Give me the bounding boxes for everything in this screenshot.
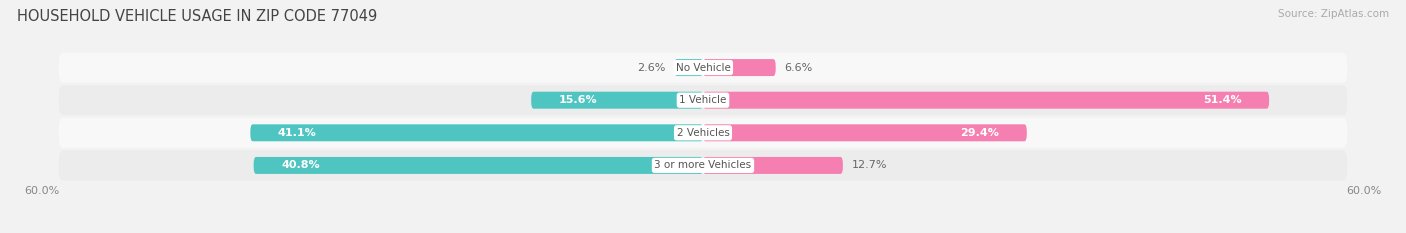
Text: 2 Vehicles: 2 Vehicles: [676, 128, 730, 138]
Text: 6.6%: 6.6%: [785, 63, 813, 72]
Text: 51.4%: 51.4%: [1204, 95, 1241, 105]
FancyBboxPatch shape: [59, 53, 1347, 82]
FancyBboxPatch shape: [675, 59, 703, 76]
Text: 1 Vehicle: 1 Vehicle: [679, 95, 727, 105]
FancyBboxPatch shape: [59, 118, 1347, 148]
Text: Source: ZipAtlas.com: Source: ZipAtlas.com: [1278, 9, 1389, 19]
FancyBboxPatch shape: [250, 124, 703, 141]
FancyBboxPatch shape: [253, 157, 703, 174]
FancyBboxPatch shape: [703, 157, 842, 174]
FancyBboxPatch shape: [703, 124, 1026, 141]
Text: 40.8%: 40.8%: [281, 161, 319, 170]
FancyBboxPatch shape: [703, 92, 1270, 109]
Text: No Vehicle: No Vehicle: [675, 63, 731, 72]
FancyBboxPatch shape: [531, 92, 703, 109]
Text: 2.6%: 2.6%: [637, 63, 665, 72]
FancyBboxPatch shape: [59, 151, 1347, 180]
Text: 12.7%: 12.7%: [852, 161, 887, 170]
Text: 3 or more Vehicles: 3 or more Vehicles: [654, 161, 752, 170]
Text: 15.6%: 15.6%: [558, 95, 598, 105]
FancyBboxPatch shape: [59, 85, 1347, 115]
FancyBboxPatch shape: [703, 59, 776, 76]
Text: HOUSEHOLD VEHICLE USAGE IN ZIP CODE 77049: HOUSEHOLD VEHICLE USAGE IN ZIP CODE 7704…: [17, 9, 377, 24]
Text: 41.1%: 41.1%: [278, 128, 316, 138]
Text: 29.4%: 29.4%: [960, 128, 1000, 138]
